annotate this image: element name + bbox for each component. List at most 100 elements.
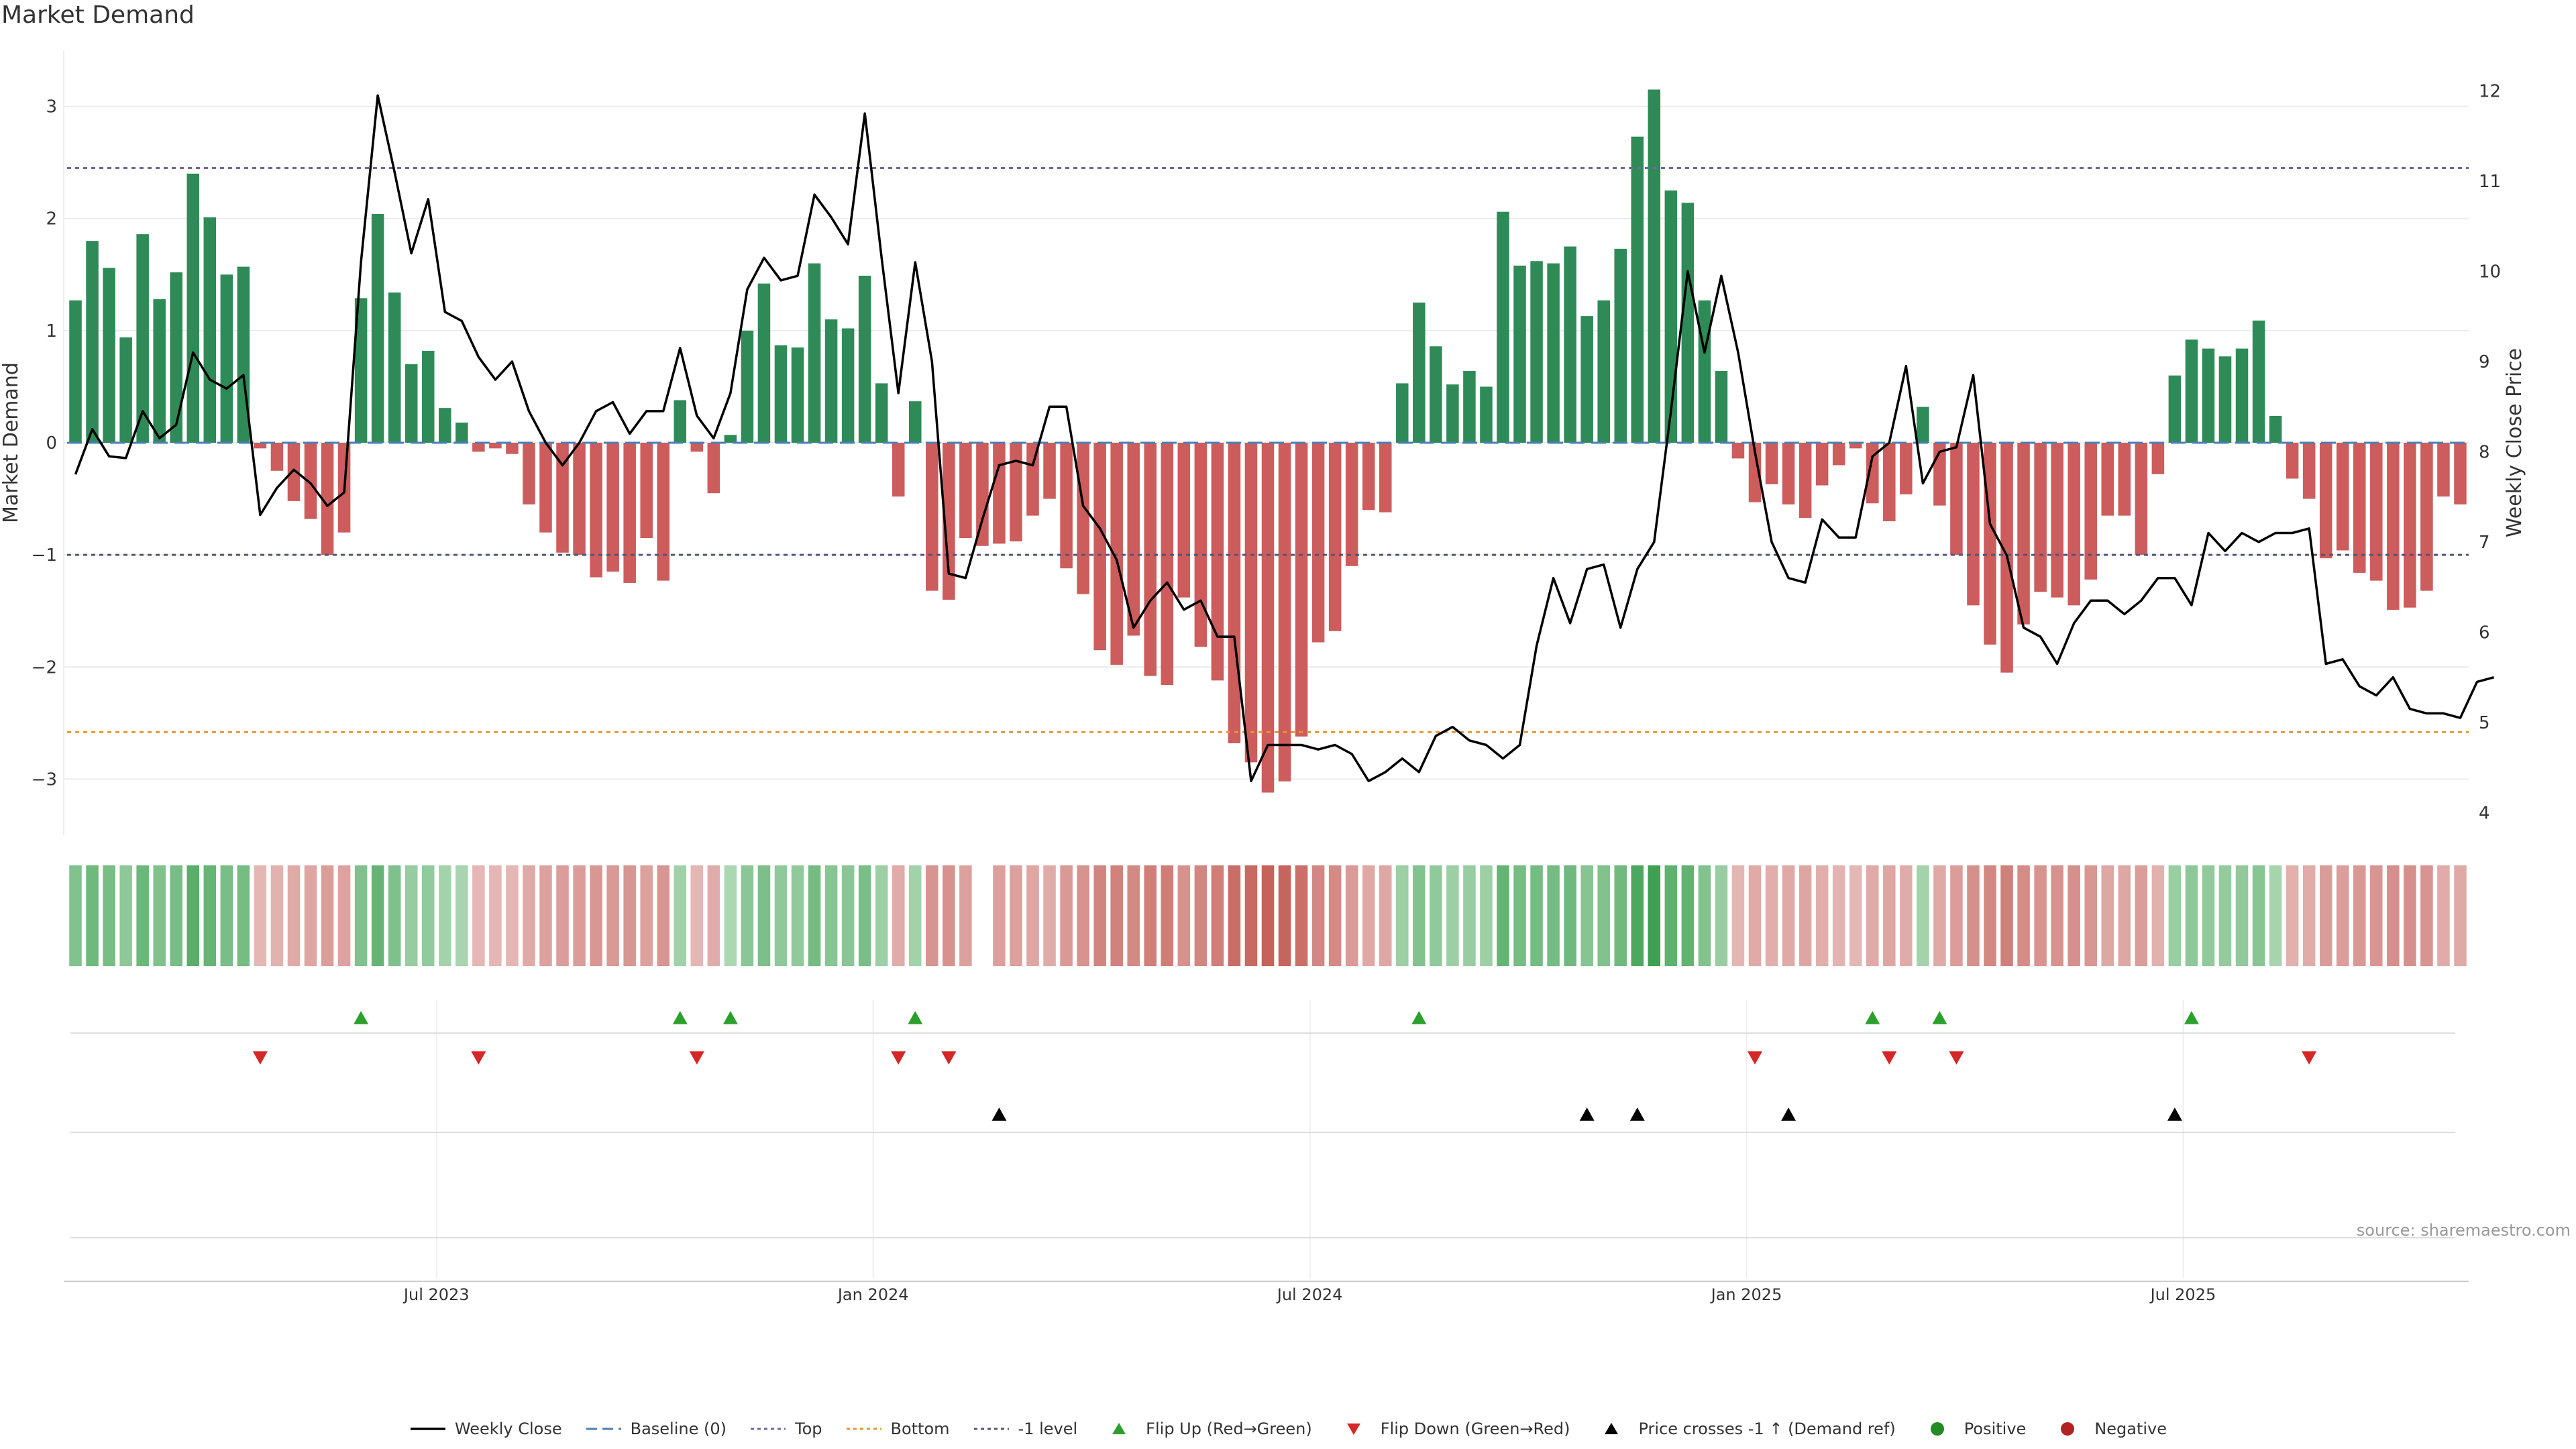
heat-cell <box>2034 865 2047 966</box>
flip-up-marker <box>908 1011 923 1024</box>
legend-item-top: Top <box>749 1419 822 1438</box>
demand-bar <box>1060 443 1073 569</box>
heat-cell <box>993 865 1006 966</box>
heat-cell <box>1060 865 1073 966</box>
heat-cell <box>1244 865 1258 966</box>
demand-bar <box>1010 443 1022 542</box>
demand-bar <box>1782 443 1795 504</box>
heat-cell <box>1295 865 1308 966</box>
heat-cell <box>1228 865 1241 966</box>
demand-bar <box>724 435 737 443</box>
demand-bar <box>439 408 451 443</box>
heat-cell <box>556 865 569 966</box>
flip-up-marker <box>1411 1011 1427 1024</box>
demand-bar <box>808 263 821 443</box>
demand-bar <box>170 272 182 443</box>
demand-bar <box>943 443 955 600</box>
flip-down-marker <box>941 1051 957 1065</box>
demand-bar <box>791 347 804 443</box>
demand-bar <box>2151 443 2165 474</box>
demand-bar <box>2135 443 2148 555</box>
heat-cell <box>1967 865 1980 966</box>
demand-bar <box>858 275 871 443</box>
price-cross-marker <box>1629 1108 1645 1121</box>
heat-cell <box>640 865 653 966</box>
heat-cell <box>1547 865 1560 966</box>
heat-cell <box>1631 865 1644 966</box>
demand-bar <box>1530 261 1543 443</box>
legend: Weekly Close Baseline (0) Top Bottom -1 leve… <box>0 1419 2576 1438</box>
demand-bar <box>1413 303 1426 443</box>
demand-bar <box>976 443 989 546</box>
demand-bar <box>1396 383 1409 443</box>
demand-bar <box>1799 443 1812 518</box>
heat-cell <box>808 865 821 966</box>
demand-bar <box>1043 443 1056 499</box>
demand-bar <box>1547 263 1560 443</box>
demand-bar <box>2269 415 2282 443</box>
demand-bar <box>1379 443 1392 513</box>
heat-cell <box>606 865 619 966</box>
demand-bar <box>1110 443 1123 665</box>
demand-bar <box>640 443 653 539</box>
legend-item-line: Weekly Close <box>409 1419 562 1438</box>
heat-cell <box>439 865 451 966</box>
demand-bar <box>1278 443 1291 782</box>
legend-label: Negative <box>2094 1419 2167 1438</box>
demand-bar <box>388 292 401 443</box>
heat-cell <box>824 865 838 966</box>
demand-bar <box>186 173 200 443</box>
y-tick-label: −3 <box>32 769 57 790</box>
demand-bar <box>2218 356 2232 443</box>
heat-cell <box>1446 865 1459 966</box>
flip-down-marker <box>252 1051 268 1065</box>
demand-bar <box>774 345 788 443</box>
y2-tick-label: 12 <box>2479 82 2501 102</box>
demand-bar <box>993 443 1006 544</box>
demand-bar <box>892 443 905 497</box>
demand-bar <box>1244 443 1258 763</box>
flip-down-marker <box>891 1051 906 1065</box>
demand-bar <box>1430 346 1442 443</box>
demand-bar <box>1480 386 1493 443</box>
line-legend-icon <box>410 1428 445 1430</box>
demand-bar <box>2454 443 2467 504</box>
heat-cell <box>1077 865 1089 966</box>
demand-bar <box>1967 443 1980 606</box>
flip-down-marker <box>2302 1051 2317 1065</box>
heat-cell <box>1580 865 1593 966</box>
heat-cell <box>2353 865 2366 966</box>
flip_down-legend-icon <box>1346 1424 1360 1435</box>
demand-bar <box>1950 443 1963 555</box>
y2-tick-label: 9 <box>2479 352 2490 372</box>
demand-bar <box>1832 443 1845 466</box>
demand-bar <box>1161 443 1174 686</box>
heat-cell <box>1043 865 1056 966</box>
demand-bar <box>2034 443 2047 592</box>
demand-bar <box>1564 246 1576 443</box>
legend-label: Flip Up (Red→Green) <box>1146 1419 1312 1438</box>
demand-bar <box>2437 443 2450 497</box>
heat-cell <box>86 865 99 966</box>
heat-cell <box>1799 865 1812 966</box>
heat-cell <box>858 865 871 966</box>
demand-bar <box>523 443 535 504</box>
y-tick-label: −2 <box>32 657 57 678</box>
heat-cell <box>1497 865 1509 966</box>
heat-cell <box>1026 865 1039 966</box>
legend-item-bottom: Bottom <box>845 1419 950 1438</box>
heat-cell <box>1597 865 1610 966</box>
y-tick-label: 2 <box>46 209 57 229</box>
demand-bar <box>2235 348 2249 443</box>
heat-cell <box>1614 865 1627 966</box>
y-tick-label: 3 <box>46 97 57 117</box>
demand-bar <box>371 214 384 443</box>
source-credit: source: sharemaestro.com <box>2356 1221 2571 1240</box>
demand-bar <box>1127 443 1140 636</box>
heat-cell <box>2000 865 2013 966</box>
heat-cell <box>1765 865 1778 966</box>
legend-item-baseline: Baseline (0) <box>585 1419 727 1438</box>
demand-bar <box>2202 348 2215 443</box>
demand-bar <box>2185 339 2198 443</box>
heat-cell <box>1664 865 1678 966</box>
